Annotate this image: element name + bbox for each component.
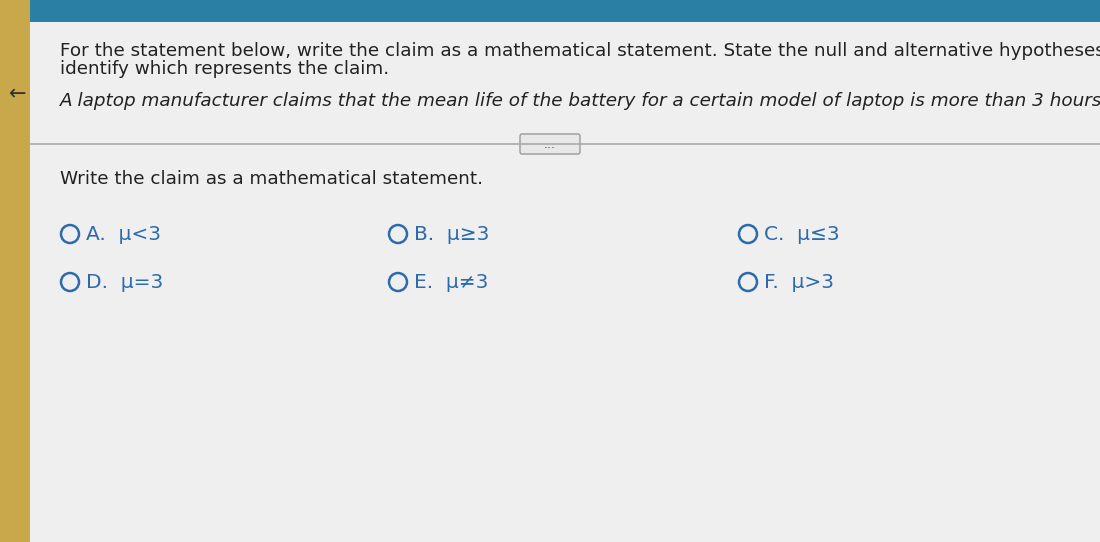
Bar bbox=[0, 0, 1100, 22]
Text: Write the claim as a mathematical statement.: Write the claim as a mathematical statem… bbox=[60, 170, 483, 188]
Text: identify which represents the claim.: identify which represents the claim. bbox=[60, 60, 389, 78]
Text: $\leftarrow$: $\leftarrow$ bbox=[3, 82, 26, 102]
Text: For the statement below, write the claim as a mathematical statement. State the : For the statement below, write the claim… bbox=[60, 42, 1100, 60]
Text: A laptop manufacturer claims that the mean life of the battery for a certain mod: A laptop manufacturer claims that the me… bbox=[60, 92, 1100, 110]
Text: D.  μ=3: D. μ=3 bbox=[86, 273, 163, 292]
Text: A.  μ<3: A. μ<3 bbox=[86, 224, 161, 243]
Text: C.  μ≤3: C. μ≤3 bbox=[764, 224, 839, 243]
Text: F.  μ>3: F. μ>3 bbox=[764, 273, 834, 292]
Bar bbox=[0, 0, 30, 542]
Text: B.  μ≥3: B. μ≥3 bbox=[414, 224, 490, 243]
Text: ...: ... bbox=[544, 138, 556, 151]
FancyBboxPatch shape bbox=[520, 134, 580, 154]
Text: E.  μ≠3: E. μ≠3 bbox=[414, 273, 488, 292]
